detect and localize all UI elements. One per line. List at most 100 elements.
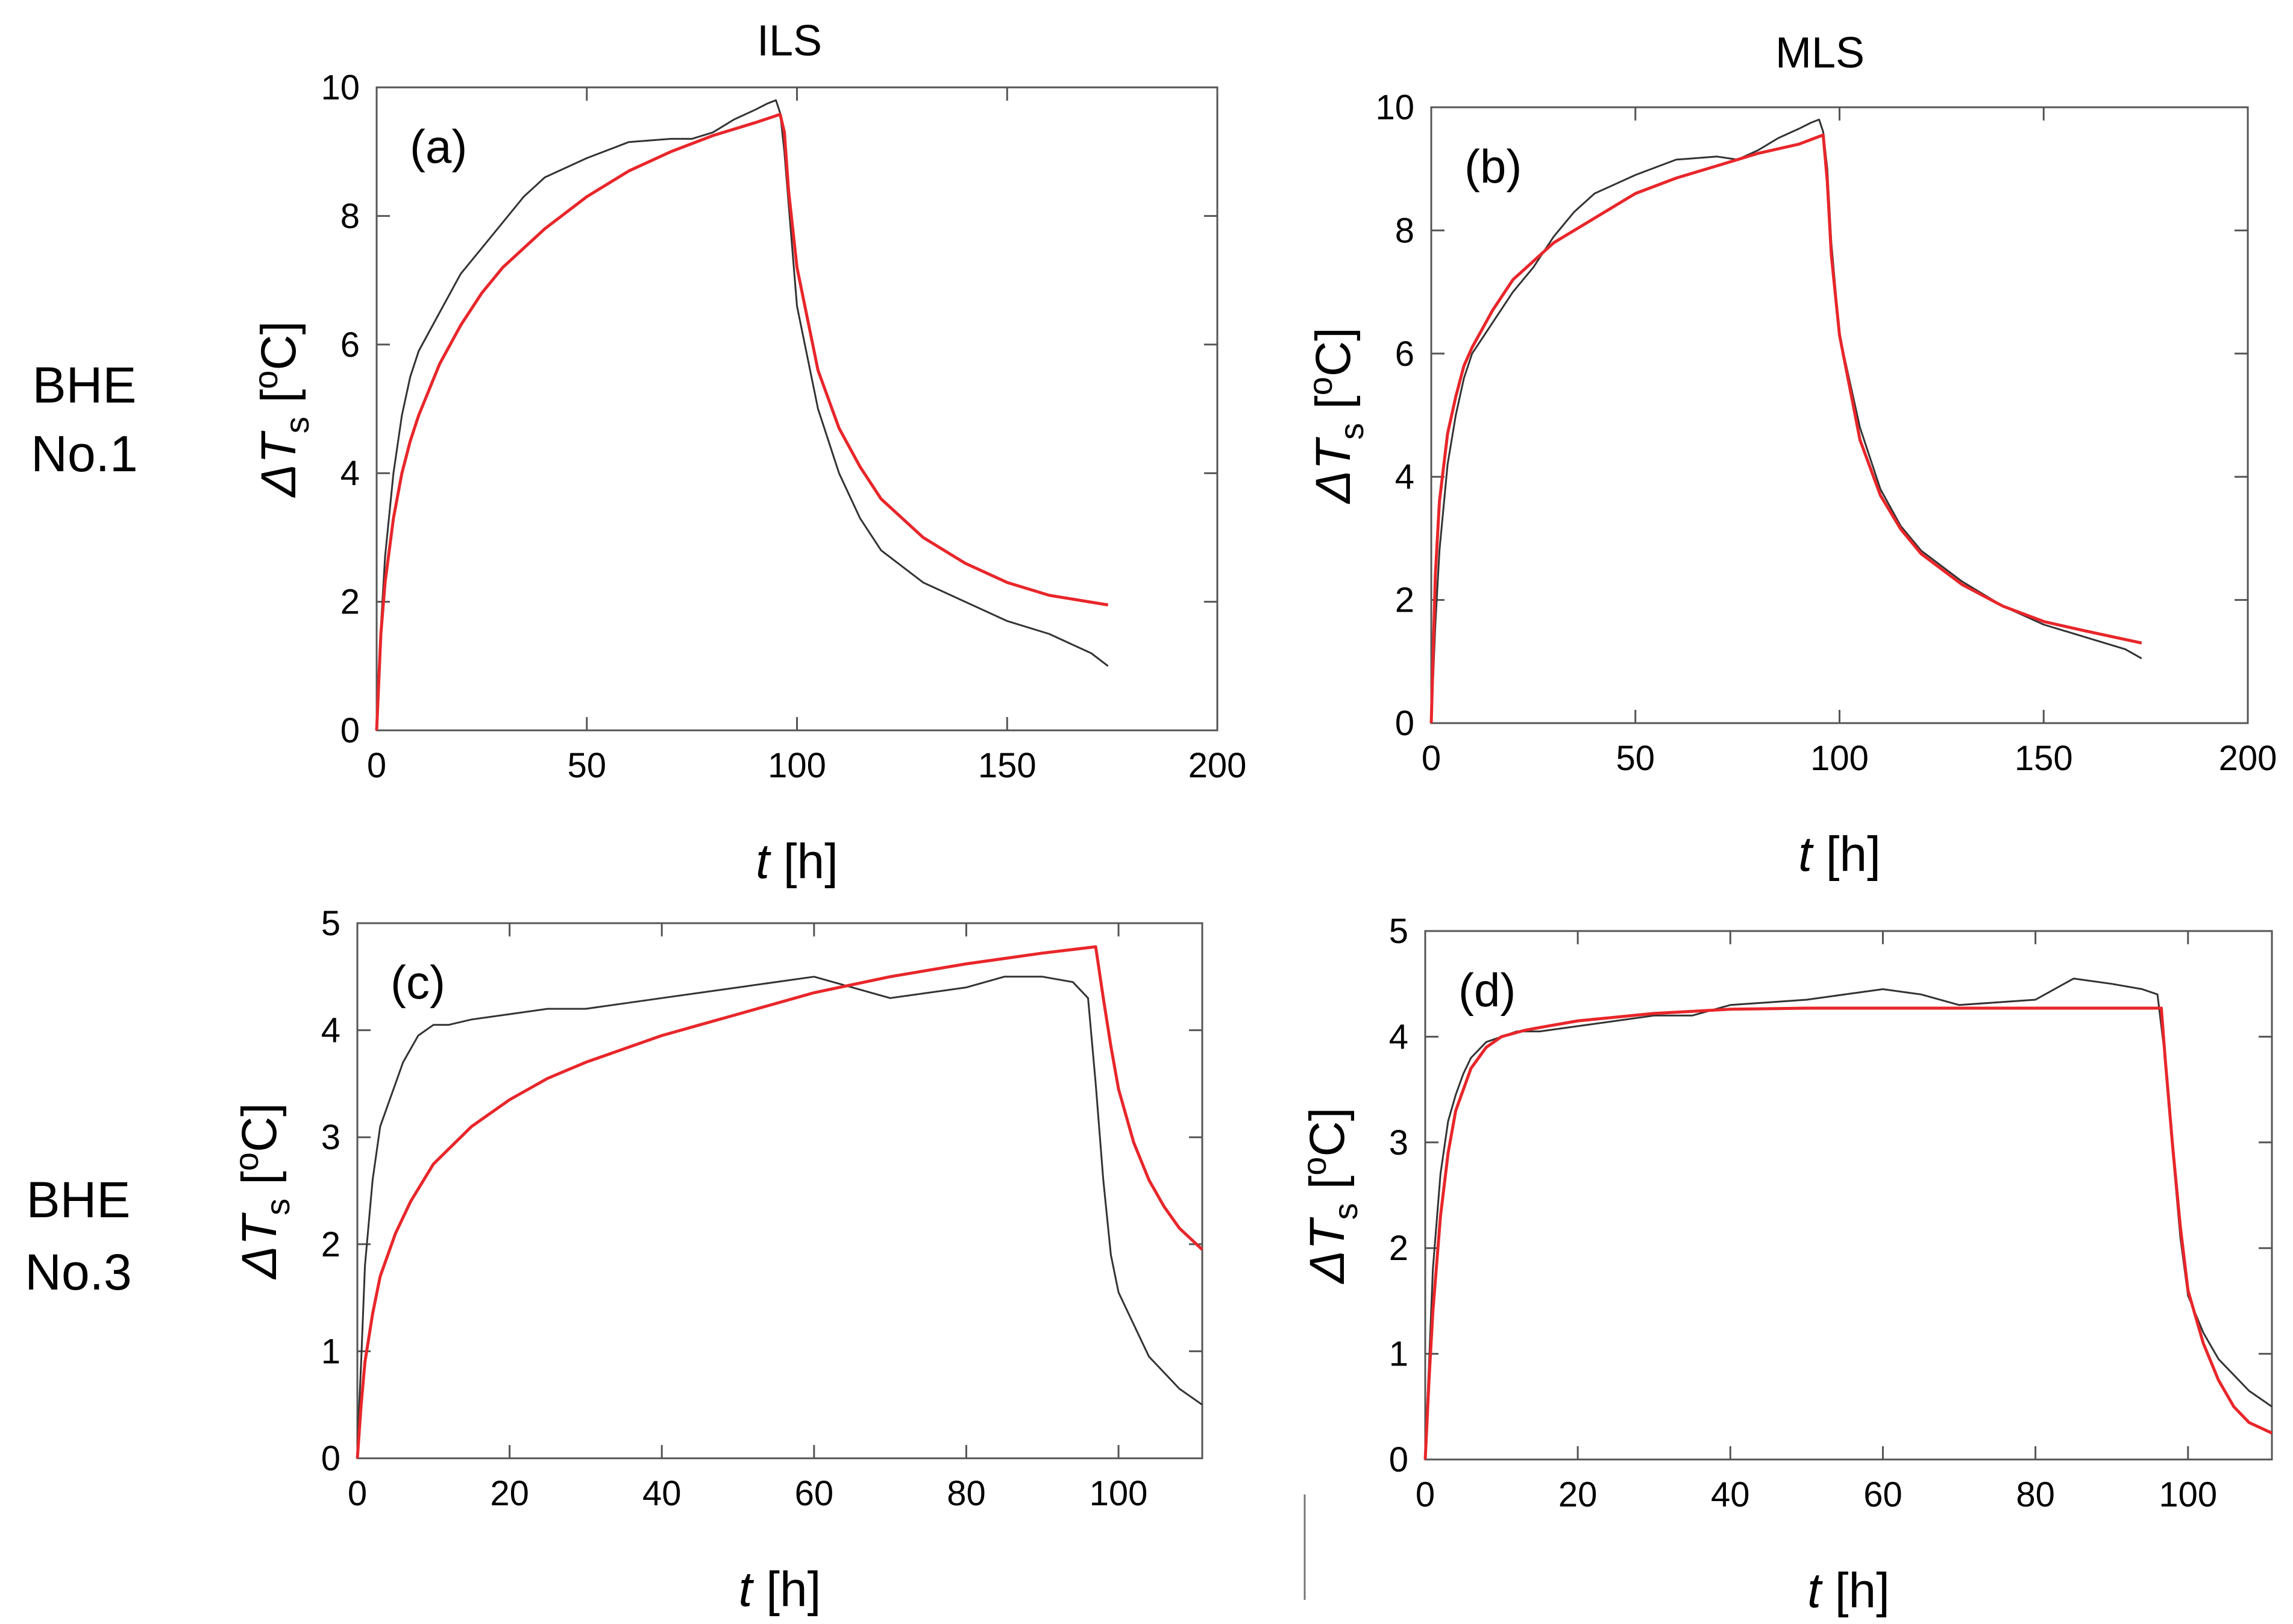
series-measured-line-a xyxy=(375,99,1109,731)
y-axis-unit-a: C] xyxy=(251,321,306,371)
y-tick-label-a-5: 10 xyxy=(321,68,360,107)
plot-frame-c xyxy=(356,922,1203,1459)
x-tick-label-a-1: 50 xyxy=(567,746,606,785)
series-fitted-line-a xyxy=(375,113,1109,731)
y-axis-var-c: ΔT xyxy=(232,1212,287,1280)
panel-d: 0 20 40 60 80 100 0 1 2 3 4 5 t [h] ΔTs [oC] (d) xyxy=(1295,912,2273,1618)
y-tick-label-c-5: 5 xyxy=(321,904,340,943)
x-tick-label-c-3: 60 xyxy=(795,1474,834,1513)
panel-label-d: (d) xyxy=(1458,964,1516,1017)
x-tick-label-d-2: 40 xyxy=(1711,1475,1750,1514)
y-tick-label-b-0: 0 xyxy=(1395,704,1414,743)
x-axis-title-d: t [h] xyxy=(1807,1563,1890,1618)
x-axis-unit-b: [h] xyxy=(1812,827,1881,882)
y-axis-sub-d: s xyxy=(1326,1203,1364,1220)
y-axis-var-a: ΔT xyxy=(251,430,306,498)
y-tick-label-b-2: 4 xyxy=(1395,457,1414,497)
row-label-bhe3-line1: BHE xyxy=(27,1171,131,1228)
y-tick-label-a-0: 0 xyxy=(340,711,360,750)
x-axis-unit-a: [h] xyxy=(770,834,838,889)
panel-label-c: (c) xyxy=(391,956,445,1009)
x-tick-label-b-3: 150 xyxy=(2015,739,2073,778)
y-tick-label-c-3: 3 xyxy=(321,1118,340,1157)
x-tick-label-a-0: 0 xyxy=(367,746,386,785)
x-tick-label-b-1: 50 xyxy=(1616,739,1655,778)
x-tick-label-d-4: 80 xyxy=(2016,1475,2055,1514)
series-fitted-line-b xyxy=(1429,133,2142,724)
y-tick-label-a-2: 4 xyxy=(340,454,360,493)
y-tick-label-d-3: 3 xyxy=(1389,1123,1408,1162)
y-tick-label-a-1: 2 xyxy=(340,583,360,622)
column-title-mls: MLS xyxy=(1775,29,1865,77)
y-axis-sub-c: s xyxy=(259,1199,296,1215)
y-axis-unit-c: C] xyxy=(232,1103,287,1152)
x-axis-var-a: t xyxy=(756,834,771,889)
x-tick-label-a-4: 200 xyxy=(1188,746,1247,785)
panel-a: 0 50 100 150 200 0 2 4 6 8 10 t [h] ΔTs [oC] (a) xyxy=(246,68,1246,889)
row-label-bhe3-line2: No.3 xyxy=(25,1244,131,1300)
x-axis-title-b: t [h] xyxy=(1798,827,1881,882)
x-tick-label-b-0: 0 xyxy=(1422,739,1441,778)
y-axis-sup-b: o xyxy=(1301,377,1339,395)
plot-frame-a xyxy=(375,86,1219,732)
y-tick-label-d-2: 2 xyxy=(1389,1229,1408,1268)
x-tick-label-c-5: 100 xyxy=(1090,1474,1148,1513)
y-tick-label-d-4: 4 xyxy=(1389,1017,1408,1056)
series-measured-line-c xyxy=(356,976,1203,1448)
y-axis-sub-a: s xyxy=(278,416,316,433)
x-axis-unit-c: [h] xyxy=(752,1562,821,1617)
x-tick-label-b-2: 100 xyxy=(1810,739,1869,778)
plot-frame-b xyxy=(1430,106,2249,724)
y-tick-label-a-3: 6 xyxy=(340,325,360,365)
x-tick-label-a-2: 100 xyxy=(768,746,826,785)
y-axis-open-b: [ xyxy=(1306,395,1361,423)
y-tick-label-b-1: 2 xyxy=(1395,581,1414,620)
x-axis-title-c: t [h] xyxy=(739,1562,821,1617)
column-title-ils: ILS xyxy=(757,17,822,65)
y-tick-label-d-5: 5 xyxy=(1389,912,1408,951)
x-axis-var-c: t xyxy=(739,1562,754,1617)
series-fitted-line-d xyxy=(1423,1006,2273,1460)
y-axis-open-c: [ xyxy=(232,1171,287,1199)
y-axis-sub-b: s xyxy=(1332,423,1370,440)
y-axis-title-d: ΔTs [oC] xyxy=(1295,1108,1364,1285)
y-axis-sup-d: o xyxy=(1295,1157,1333,1176)
series-measured-line-b xyxy=(1430,118,2142,724)
row-label-bhe1-line2: No.1 xyxy=(31,425,137,482)
x-axis-unit-d: [h] xyxy=(1821,1563,1890,1618)
y-tick-label-c-4: 4 xyxy=(321,1011,340,1050)
y-axis-sup-a: o xyxy=(246,371,284,389)
x-axis-var-b: t xyxy=(1798,827,1814,882)
y-axis-open-d: [ xyxy=(1300,1176,1355,1203)
x-tick-label-b-4: 200 xyxy=(2219,739,2277,778)
panel-label-a: (a) xyxy=(410,120,467,173)
y-tick-label-a-4: 8 xyxy=(340,196,360,236)
x-tick-label-c-2: 40 xyxy=(642,1474,682,1513)
plot-frame-d xyxy=(1424,930,2273,1461)
x-tick-label-d-5: 100 xyxy=(2159,1475,2217,1514)
x-axis-var-d: t xyxy=(1807,1563,1823,1618)
row-label-bhe1-line1: BHE xyxy=(33,357,137,413)
x-tick-label-d-3: 60 xyxy=(1863,1475,1902,1514)
series-fitted-line-c xyxy=(356,945,1203,1459)
y-tick-label-c-1: 1 xyxy=(321,1332,340,1371)
x-tick-label-d-1: 20 xyxy=(1558,1475,1598,1514)
y-tick-label-c-0: 0 xyxy=(321,1439,340,1478)
y-axis-unit-b: C] xyxy=(1306,327,1361,377)
x-tick-label-c-1: 20 xyxy=(490,1474,529,1513)
y-axis-unit-d: C] xyxy=(1300,1108,1355,1157)
y-tick-label-b-5: 10 xyxy=(1375,88,1414,127)
x-tick-label-c-0: 0 xyxy=(348,1474,367,1513)
y-axis-var-b: ΔT xyxy=(1306,437,1361,504)
y-tick-label-b-3: 6 xyxy=(1395,334,1414,374)
y-tick-label-d-1: 1 xyxy=(1389,1335,1408,1374)
panel-b: 0 50 100 150 200 0 2 4 6 8 10 t [h] ΔTs [oC] (b) xyxy=(1301,88,2277,882)
y-axis-var-d: ΔT xyxy=(1300,1217,1355,1284)
x-axis-title-a: t [h] xyxy=(756,834,838,889)
y-axis-title-b: ΔTs [oC] xyxy=(1301,327,1370,504)
y-axis-title-c: ΔTs [oC] xyxy=(227,1103,296,1280)
panel-label-b: (b) xyxy=(1464,140,1522,193)
series-measured-line-d xyxy=(1424,977,2273,1449)
panel-c: 0 20 40 60 80 100 0 1 2 3 4 5 t [h] ΔTs [oC] (c) xyxy=(227,904,1203,1617)
